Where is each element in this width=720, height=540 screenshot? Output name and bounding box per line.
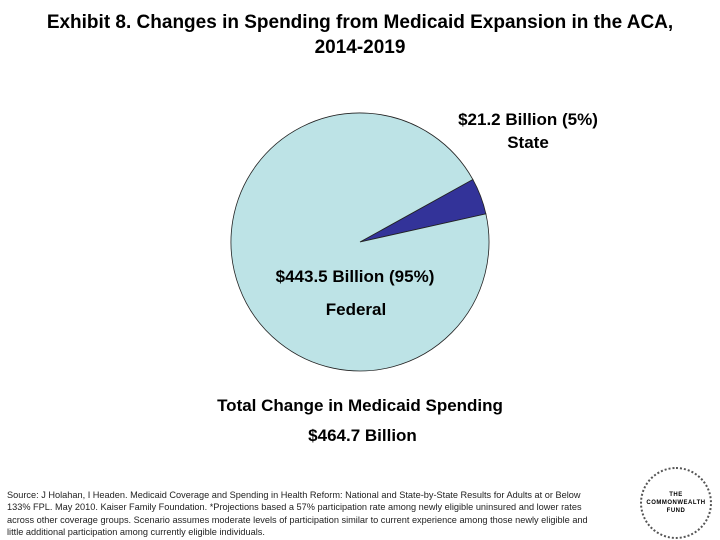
- state-slice-name-label: State: [507, 133, 549, 152]
- logo-line-1: THE: [669, 492, 683, 498]
- chart-title-line-1: Exhibit 8. Changes in Spending from Medi…: [46, 12, 674, 33]
- total-change-value: $464.7 Billion: [308, 426, 417, 445]
- commonwealth-fund-logo: THE COMMONWEALTH FUND: [640, 467, 712, 539]
- state-slice-label: $21.2 Billion (5%) State: [448, 108, 608, 154]
- chart-title-line-2: 2014-2019: [314, 37, 406, 58]
- total-change-label: Total Change in Medicaid Spending: [217, 396, 503, 415]
- logo-line-3: FUND: [666, 508, 686, 514]
- logo-line-2: COMMONWEALTH: [646, 500, 706, 506]
- source-note: Source: J Holahan, I Headen. Medicaid Co…: [7, 489, 647, 538]
- source-line-2: 133% FPL. May 2010. Kaiser Family Founda…: [7, 502, 582, 513]
- federal-slice-value-label: $443.5 Billion (95%): [275, 267, 435, 286]
- source-line-4: little additional participation among cu…: [7, 526, 265, 537]
- state-slice-value-label: $21.2 Billion (5%): [458, 110, 598, 129]
- federal-slice-name-label: Federal: [325, 300, 387, 319]
- pie-slice-federal: [230, 112, 490, 372]
- source-line-1: Source: J Holahan, I Headen. Medicaid Co…: [7, 490, 581, 500]
- chart-title: Exhibit 8. Changes in Spending from Medi…: [0, 10, 720, 60]
- source-line-3: across other coverage groups. Scenario a…: [7, 514, 588, 525]
